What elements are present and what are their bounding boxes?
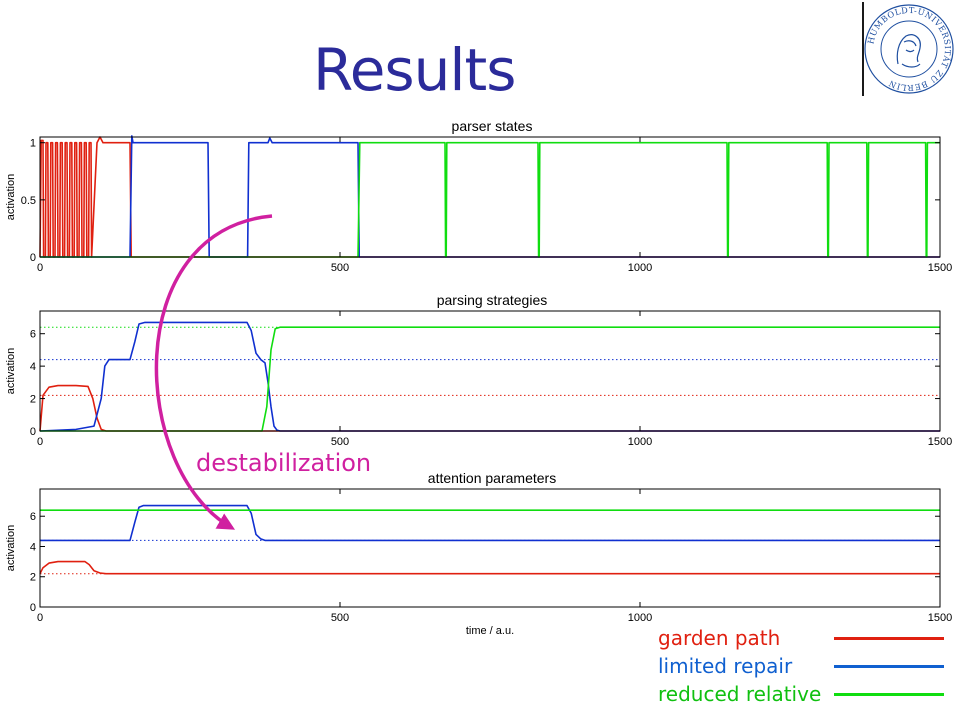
seal-divider [862,2,864,96]
x-tick-label: 1000 [628,262,652,274]
series-line-limited-repair [39,321,940,432]
y-tick-label: 2 [30,394,36,406]
destabilization-label: destabilization [196,449,371,477]
x-tick-label: 1500 [928,262,952,274]
chart-title: attention parameters [428,470,556,486]
x-tick-label: 0 [37,436,43,448]
chart-title: parsing strategies [437,292,548,308]
x-tick-label: 500 [331,612,349,624]
legend-item-reduced-relative: reduced relative [658,682,958,710]
legend-swatch [834,637,944,640]
y-axis-label: activation [5,174,17,220]
legend-item-limited-repair: limited repair [658,654,958,682]
x-axis-label: time / a.u. [466,625,514,637]
chart-3: attention parameters activation time / a.u… [5,470,952,637]
series-line-limited-repair [40,135,940,258]
series-line-reduced-relative [40,326,940,432]
legend: garden path limited repair reduced relat… [658,626,958,710]
plot-frame [39,136,941,258]
series-line-limited-repair [40,504,940,542]
y-tick-label: 1 [30,138,36,150]
chart-1: parser states activation 0 500 1000 1500 0 0.5 1 [5,118,952,274]
plot-frame [39,310,941,432]
y-tick-label: 6 [30,329,36,341]
y-axis-label: activation [5,525,17,571]
y-tick-label: 2 [30,572,36,584]
x-tick-label: 1500 [928,436,952,448]
series-line-garden-path [39,136,940,258]
y-tick-label: 0 [30,426,36,438]
x-tick-label: 1000 [628,612,652,624]
series-line-garden-path [39,560,940,575]
plot-frame [39,488,941,608]
y-tick-label: 0.5 [21,195,36,207]
y-tick-label: 6 [30,511,36,523]
legend-label: garden path [658,626,781,650]
x-tick-label: 1000 [628,436,652,448]
legend-label: reduced relative [658,682,822,706]
university-seal-logo: HUMBOLDT-UNIVERSITÄT ZU BERLIN [864,4,954,94]
y-tick-label: 0 [30,252,36,264]
destabilization-arrow [154,214,273,530]
series-line-garden-path [39,384,940,432]
y-tick-label: 0 [30,602,36,614]
y-tick-label: 4 [30,361,36,373]
chart-2: parsing strategies activation 0 500 1000 1500… [5,292,952,448]
x-tick-label: 0 [37,262,43,274]
legend-swatch [834,665,944,668]
legend-label: limited repair [658,654,793,678]
x-tick-label: 500 [331,262,349,274]
page-title: Results [313,36,516,104]
x-tick-label: 500 [331,436,349,448]
x-tick-label: 1500 [928,612,952,624]
x-tick-label: 0 [37,612,43,624]
y-tick-label: 4 [30,541,36,553]
chart-title: parser states [452,118,533,134]
series-line-reduced-relative [40,141,940,258]
legend-swatch [834,693,944,696]
y-axis-label: activation [5,348,17,394]
legend-item-garden-path: garden path [658,626,958,654]
